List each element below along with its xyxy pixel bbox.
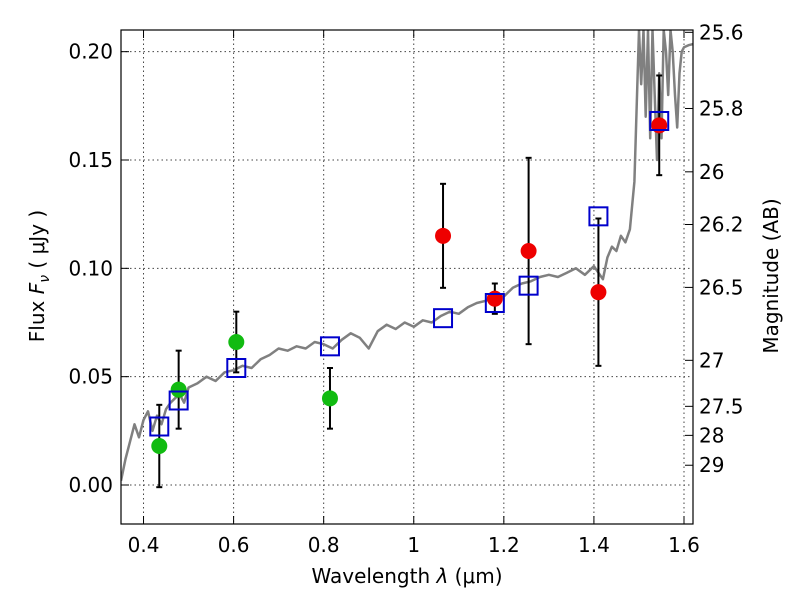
x-tick-label: 0.4 bbox=[128, 533, 160, 557]
x-tick-label: 0.8 bbox=[308, 533, 340, 557]
green-point bbox=[228, 334, 245, 350]
red-point bbox=[520, 243, 537, 259]
model-square bbox=[226, 358, 247, 378]
mag-tick-label: 27 bbox=[699, 348, 724, 372]
mag-tick-label: 27.5 bbox=[699, 394, 744, 418]
red-point bbox=[435, 227, 452, 244]
mag-tick-label: 25.6 bbox=[699, 20, 744, 44]
model-square bbox=[649, 111, 670, 131]
model-square bbox=[168, 390, 189, 411]
grid bbox=[121, 30, 693, 524]
y-tick-label: 0.20 bbox=[68, 40, 113, 64]
y-tick-label: 0.00 bbox=[68, 473, 113, 497]
mag-tick-label: 26.2 bbox=[699, 213, 744, 237]
y-tick-label: 0.15 bbox=[68, 148, 113, 172]
x-axis-label: Wavelength λ (μm) bbox=[311, 564, 502, 588]
model-square bbox=[149, 416, 170, 437]
ticks: 0.4 0.6 0.8 1 1.2 1.4 1.6 0.00 0.05 0.10 0.15 0.20 2… bbox=[68, 20, 743, 557]
mag-tick-label: 29 bbox=[699, 453, 724, 477]
mag-tick-label: 28 bbox=[699, 423, 724, 447]
plot-area bbox=[121, 30, 693, 489]
x-tick-label: 1 bbox=[407, 533, 420, 557]
green-point bbox=[151, 438, 168, 454]
model-square bbox=[319, 336, 340, 357]
y-tick-label: 0.10 bbox=[68, 256, 113, 280]
y-axis-label: Flux Fν ( μJy ) bbox=[25, 210, 53, 342]
x-tick-label: 0.6 bbox=[218, 533, 250, 557]
x-tick-label: 1.2 bbox=[488, 533, 520, 557]
mag-tick-label: 26.5 bbox=[699, 275, 744, 299]
model-square bbox=[518, 275, 539, 296]
plot-frame bbox=[120, 29, 694, 525]
x-tick-label: 1.6 bbox=[668, 533, 700, 557]
model-square bbox=[588, 206, 609, 227]
model-sed-line bbox=[121, 30, 693, 481]
x-tick-label: 1.4 bbox=[578, 533, 610, 557]
model-square bbox=[433, 308, 454, 329]
y2-axis-label: Magnitude (AB) bbox=[759, 198, 783, 353]
mag-tick-label: 25.8 bbox=[699, 96, 744, 120]
red-point bbox=[590, 284, 607, 301]
model-square bbox=[484, 293, 505, 313]
green-point bbox=[321, 390, 338, 407]
mag-tick-label: 26 bbox=[699, 160, 724, 184]
y-tick-label: 0.05 bbox=[68, 365, 113, 389]
green-point bbox=[170, 381, 187, 398]
